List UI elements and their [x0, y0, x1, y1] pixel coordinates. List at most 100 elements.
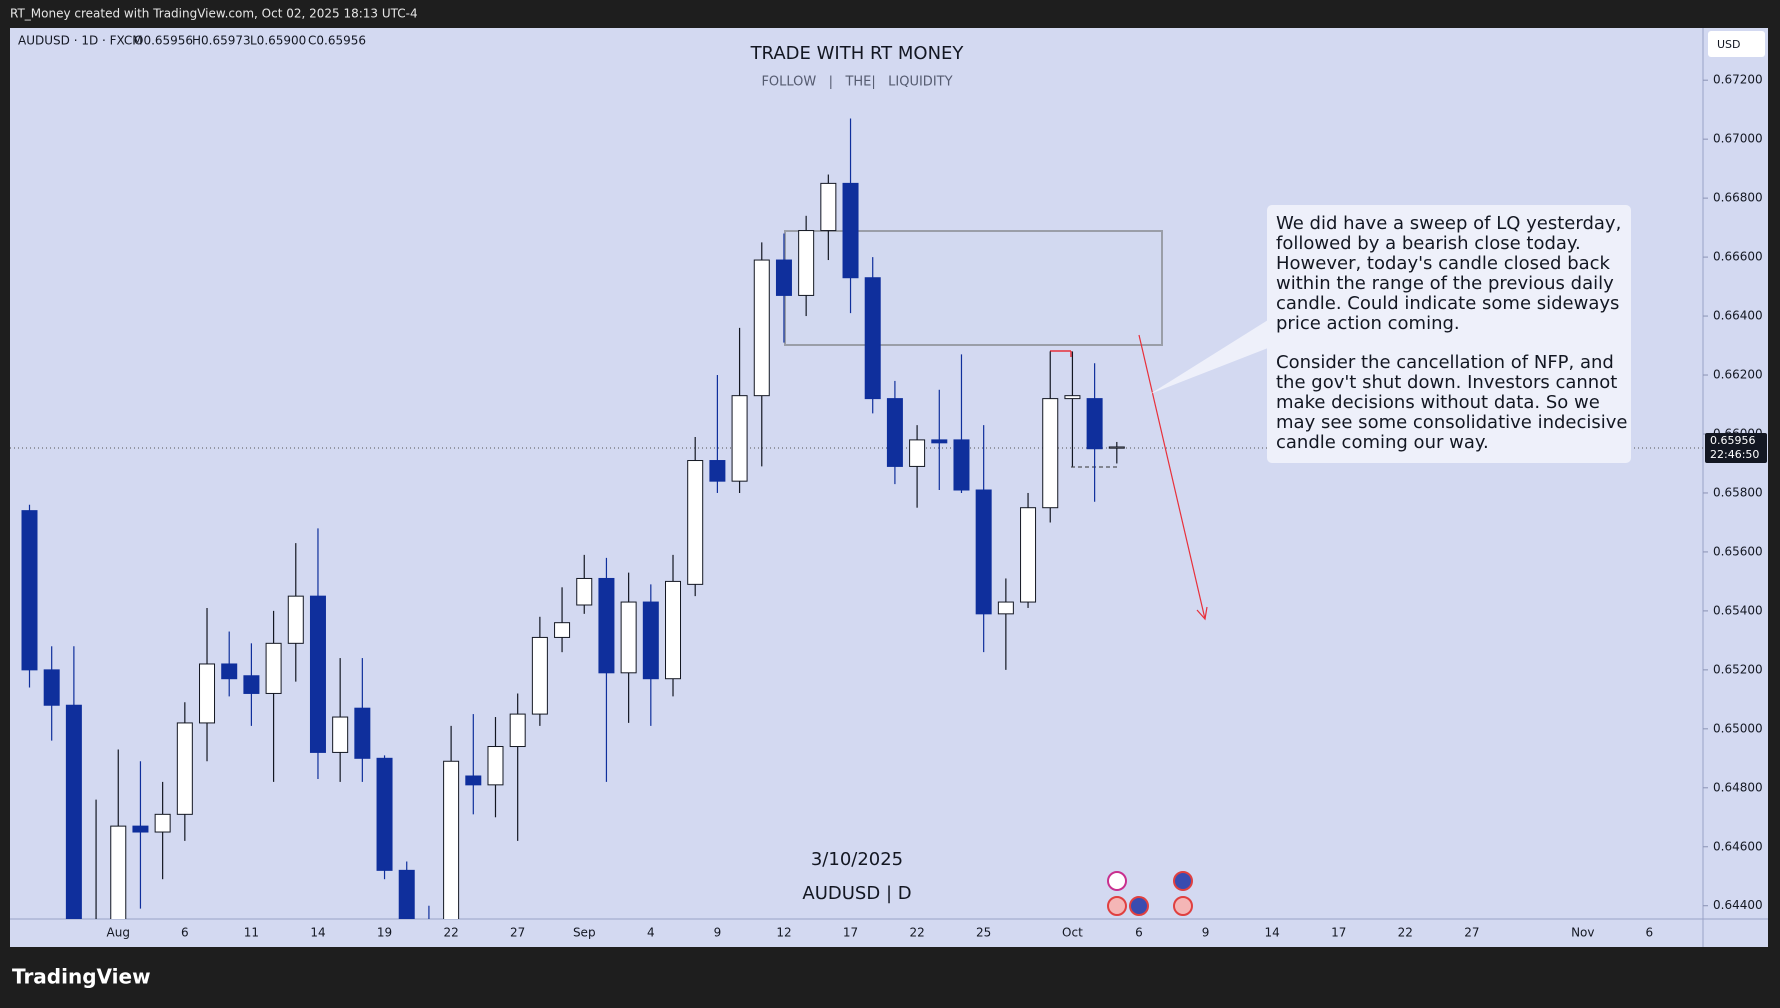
chart-title: TRADE WITH RT MONEY — [750, 43, 965, 64]
x-tick-label: 6 — [181, 926, 189, 940]
candle-body — [620, 601, 637, 674]
y-tick-label: 0.65000 — [1713, 721, 1763, 735]
event-icon[interactable] — [1173, 871, 1193, 891]
annotation-line: We did have a sweep of LQ yesterday, — [1276, 213, 1621, 234]
arrow-head — [1196, 606, 1208, 621]
candle-body — [110, 825, 127, 919]
x-tick-label: 9 — [1202, 926, 1210, 940]
x-tick-label: 22 — [1398, 926, 1413, 940]
x-tick-label: 27 — [510, 926, 525, 940]
y-tick-label: 0.67000 — [1713, 132, 1763, 146]
annotation-line: price action coming. — [1276, 313, 1460, 334]
x-tick-label: 19 — [377, 926, 392, 940]
x-tick-label: 9 — [714, 926, 722, 940]
ohlc-open: O0.65956 — [134, 34, 193, 48]
attribution: RT_Money created with TradingView.com, O… — [10, 7, 418, 21]
candle-body — [709, 460, 726, 482]
y-tick-label: 0.66800 — [1713, 191, 1763, 205]
x-tick-label: 17 — [1331, 926, 1346, 940]
annotation-line: followed by a bearish close today. — [1276, 233, 1581, 254]
footer-date: 3/10/2025 — [811, 849, 903, 870]
x-tick-label: 4 — [647, 926, 655, 940]
annotation-line: candle. Could indicate some sideways — [1276, 293, 1619, 314]
y-tick-label: 0.64600 — [1713, 839, 1763, 853]
x-tick-label: Oct — [1062, 926, 1083, 940]
annotation-line: within the range of the previous daily — [1276, 273, 1614, 294]
candle-body — [1020, 507, 1037, 603]
candle-body — [176, 722, 193, 815]
brand: TradingView — [12, 965, 151, 989]
y-tick-label: 0.66600 — [1713, 250, 1763, 264]
candle-body — [221, 663, 238, 680]
candle-body — [975, 489, 992, 615]
candles — [21, 118, 1125, 919]
x-tick-label: 17 — [843, 926, 858, 940]
candle-body — [842, 182, 859, 279]
candle-body — [332, 716, 349, 753]
candle-body — [354, 707, 371, 759]
candle-body — [376, 757, 393, 871]
annotation-line: the gov't shut down. Investors cannot — [1276, 372, 1617, 393]
candle-body — [864, 277, 881, 400]
y-tick-label: 0.66200 — [1713, 368, 1763, 382]
candle-body — [443, 760, 460, 919]
annotation-line: However, today's candle closed back — [1276, 253, 1611, 274]
currency[interactable]: USD — [1717, 38, 1741, 51]
candle-body — [997, 601, 1014, 615]
candle-body — [1108, 446, 1125, 449]
candle-body — [398, 869, 415, 919]
candle-body — [154, 813, 171, 833]
candle-body — [598, 577, 615, 674]
callout-box — [1267, 205, 1631, 463]
x-tick-label: 22 — [443, 926, 458, 940]
x-tick-label: 11 — [244, 926, 259, 940]
y-tick-label: 0.64800 — [1713, 780, 1763, 794]
ohlc-low: L0.65900 — [250, 34, 306, 48]
y-tick-label: 0.65800 — [1713, 485, 1763, 499]
y-tick-label: 0.65400 — [1713, 603, 1763, 617]
x-tick-label: Sep — [573, 926, 596, 940]
last-price: 0.65956 — [1710, 434, 1756, 447]
x-tick-label: 14 — [310, 926, 325, 940]
y-tick-label: 0.67200 — [1713, 73, 1763, 87]
event-icon[interactable] — [1129, 896, 1149, 916]
candle-body — [909, 439, 926, 467]
callout-pointer — [1150, 320, 1268, 394]
x-tick-label: 25 — [976, 926, 991, 940]
candle-body — [43, 669, 60, 706]
candle-body — [798, 230, 815, 296]
candle-body — [953, 439, 970, 491]
annotation-line: make decisions without data. So we — [1276, 392, 1600, 413]
y-tick-label: 0.66400 — [1713, 309, 1763, 323]
x-tick-label: 6 — [1646, 926, 1654, 940]
x-tick-label: 6 — [1135, 926, 1143, 940]
candle-body — [886, 398, 903, 467]
candle-body — [509, 713, 526, 748]
event-icon[interactable] — [1107, 896, 1127, 916]
ohlc-high: H0.65973 — [192, 34, 251, 48]
candle-body — [309, 595, 326, 753]
range-box — [784, 230, 1163, 346]
y-tick-label: 0.65600 — [1713, 544, 1763, 558]
candle-body — [65, 704, 82, 919]
projection-arrow — [1138, 334, 1206, 620]
symbol: AUDUSD · 1D · FXCM — [18, 34, 143, 48]
annotation-line: Consider the cancellation of NFP, and — [1276, 352, 1614, 373]
last-price-box — [1705, 432, 1767, 463]
annotation: We did have a sweep of LQ yesterday,foll… — [1276, 213, 1628, 453]
candle-body — [132, 825, 149, 833]
candle-body — [687, 460, 704, 585]
currency-button[interactable] — [1708, 31, 1765, 57]
event-icon[interactable] — [1107, 871, 1127, 891]
candle-body — [731, 395, 748, 482]
event-icons — [1107, 871, 1193, 916]
event-icon[interactable] — [1173, 896, 1193, 916]
candle-body — [531, 636, 548, 715]
annotation-line: candle coming our way. — [1276, 432, 1489, 453]
candle-body — [265, 642, 282, 694]
x-tick-label: Aug — [107, 926, 130, 940]
candle-body — [820, 182, 837, 232]
candle-body — [487, 746, 504, 786]
candle-body — [1042, 398, 1059, 509]
